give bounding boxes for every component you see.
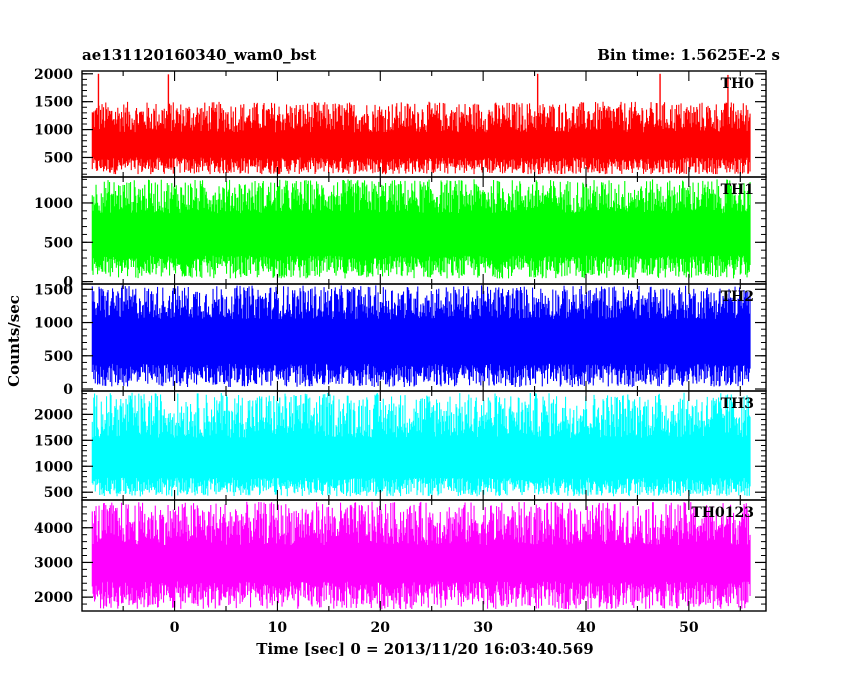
- y-tick-label: 2000: [34, 407, 73, 423]
- series-th1: [91, 179, 751, 279]
- panel-label-th1: TH1: [721, 182, 754, 198]
- panel-label-th2: TH2: [721, 289, 754, 305]
- panel-th3: 500 1000 1500 2000 TH3: [34, 390, 767, 501]
- y-tick-label: 500: [44, 349, 73, 365]
- panel-label-th3: TH3: [721, 396, 754, 412]
- y-tick-label: 1500: [34, 433, 73, 449]
- y-axis-label: Counts/sec: [5, 295, 23, 387]
- y-tick-label: 1000: [34, 123, 73, 139]
- bin-time-label: Bin time: 1.5625E-2 s: [597, 46, 780, 64]
- y-tick-label: 1000: [34, 316, 73, 332]
- y-tick-label: 0: [63, 275, 73, 291]
- y-tick-label: 0: [63, 382, 73, 398]
- series-th0: [91, 101, 751, 175]
- panels-group: 500 1000 1500 2000 TH0 0 500 1000 TH1 0 500 1000 150…: [34, 67, 767, 612]
- series-th3: [91, 392, 751, 497]
- y-tick-label: 1000: [34, 196, 73, 212]
- x-tick-label: 50: [679, 620, 699, 636]
- y-tick-label: 1500: [34, 282, 73, 298]
- x-axis: 0 10 20 30 40 50: [170, 620, 699, 636]
- x-tick-label: 40: [576, 620, 596, 636]
- y-tick-label: 4000: [34, 521, 73, 537]
- x-axis-label: Time [sec] 0 = 2013/11/20 16:03:40.569: [256, 640, 593, 658]
- panel-th1: 0 500 1000 TH1: [34, 176, 767, 291]
- y-tick-label: 500: [44, 485, 73, 501]
- series-th2: [91, 285, 751, 387]
- y-tick-label: 500: [44, 235, 73, 251]
- panel-label-th0123: TH0123: [691, 505, 754, 521]
- panel-th2: 0 500 1000 1500 TH2: [34, 282, 767, 398]
- y-tick-label: 500: [44, 150, 73, 166]
- panel-label-th0: TH0: [721, 76, 755, 92]
- panel-th0: 500 1000 1500 2000 TH0: [34, 67, 767, 178]
- chart-title: ae131120160340_wam0_bst: [82, 46, 316, 64]
- y-tick-label: 2000: [34, 67, 73, 83]
- x-tick-label: 20: [371, 620, 391, 636]
- series-th0123: [91, 501, 751, 610]
- panel-th0123: 2000 3000 4000 TH0123: [34, 499, 767, 612]
- x-tick-label: 10: [268, 620, 288, 636]
- y-tick-label: 1500: [34, 95, 73, 111]
- x-tick-label: 30: [473, 620, 493, 636]
- y-tick-label: 1000: [34, 459, 73, 475]
- x-tick-label: 0: [170, 620, 180, 636]
- y-tick-label: 3000: [34, 555, 73, 571]
- y-tick-label: 2000: [34, 590, 73, 606]
